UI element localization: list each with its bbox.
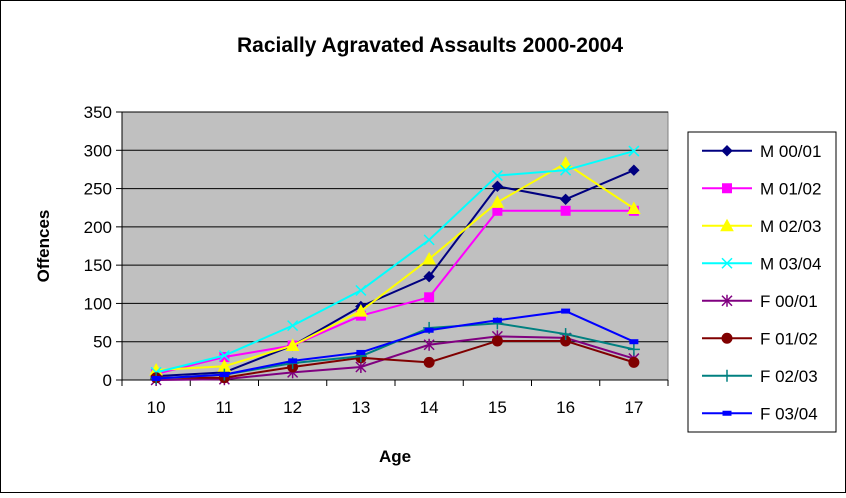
data-point bbox=[559, 328, 572, 341]
legend-item: M 02/03 bbox=[702, 217, 821, 236]
series-line bbox=[156, 335, 635, 381]
legend-box bbox=[687, 131, 837, 433]
data-point bbox=[354, 304, 368, 317]
chart-title: Racially Agravated Assaults 2000-2004 bbox=[237, 34, 623, 57]
data-point bbox=[151, 375, 161, 381]
data-point bbox=[422, 251, 436, 265]
data-point bbox=[424, 327, 434, 333]
data-point bbox=[561, 308, 571, 314]
data-point bbox=[491, 335, 503, 347]
x-tick-label: 16 bbox=[556, 398, 575, 417]
y-tick-label: 150 bbox=[84, 256, 112, 275]
plot-area bbox=[121, 111, 669, 381]
y-tick-label: 50 bbox=[93, 333, 112, 352]
data-point bbox=[423, 234, 435, 246]
legend-swatch-marker bbox=[722, 410, 732, 416]
legend-swatch-marker bbox=[722, 183, 732, 194]
y-tick-label: 100 bbox=[84, 294, 112, 313]
data-point bbox=[355, 284, 367, 296]
data-point bbox=[628, 145, 640, 157]
legend-item: M 00/01 bbox=[702, 142, 821, 161]
data-point bbox=[627, 201, 641, 214]
x-tick-label: 17 bbox=[624, 398, 643, 417]
data-point bbox=[629, 339, 639, 345]
x-axis-label: Age bbox=[379, 447, 411, 466]
legend-label: F 02/03 bbox=[760, 367, 818, 386]
series-line bbox=[156, 339, 635, 379]
data-point bbox=[628, 356, 640, 368]
x-tick-label: 12 bbox=[283, 398, 302, 417]
legend-swatch-marker bbox=[720, 218, 734, 232]
series-line bbox=[155, 209, 634, 375]
x-tick-label: 11 bbox=[216, 398, 234, 417]
y-axis-label: Offences bbox=[34, 210, 53, 283]
data-point bbox=[492, 317, 502, 323]
y-tick-label: 200 bbox=[84, 218, 112, 237]
legend-item: F 01/02 bbox=[702, 329, 818, 348]
series-group bbox=[149, 145, 641, 386]
legend-label: F 03/04 bbox=[760, 404, 818, 423]
legend-swatch-marker bbox=[721, 369, 733, 382]
data-point bbox=[559, 193, 572, 205]
legend-swatch-marker bbox=[721, 332, 733, 344]
series-line bbox=[156, 162, 635, 372]
data-point bbox=[628, 164, 640, 176]
legend-label: F 00/01 bbox=[760, 292, 818, 311]
legend-swatch-marker bbox=[721, 294, 733, 307]
legend-item: M 01/02 bbox=[702, 179, 821, 198]
data-point bbox=[490, 195, 505, 208]
legend-label: M 02/03 bbox=[760, 217, 821, 236]
data-point bbox=[627, 343, 640, 356]
x-tick-label: 15 bbox=[488, 398, 507, 417]
series-line bbox=[156, 169, 635, 378]
data-point bbox=[560, 164, 572, 176]
data-point bbox=[288, 358, 298, 364]
data-point bbox=[491, 170, 503, 182]
data-point bbox=[287, 320, 299, 332]
y-tick-label: 250 bbox=[84, 180, 112, 199]
legend-label: M 03/04 bbox=[760, 254, 821, 273]
data-point bbox=[491, 180, 504, 192]
legend-label: F 01/02 bbox=[760, 329, 818, 348]
x-tick-label: 13 bbox=[351, 398, 370, 417]
legend-swatch-marker bbox=[721, 145, 733, 157]
data-point bbox=[356, 349, 366, 355]
y-axis: 0 50 100 150 200 250 300 350 bbox=[84, 103, 123, 390]
series-line bbox=[156, 310, 635, 380]
y-tick-label: 350 bbox=[84, 103, 112, 122]
x-tick-label: 10 bbox=[147, 398, 166, 417]
x-tick-label: 14 bbox=[420, 398, 439, 417]
y-tick-label: 0 bbox=[103, 371, 112, 390]
data-point bbox=[423, 270, 435, 283]
y-tick-label: 300 bbox=[84, 141, 112, 160]
data-point bbox=[424, 292, 435, 303]
data-point bbox=[423, 338, 435, 351]
series-7 bbox=[151, 308, 639, 381]
series-line bbox=[155, 150, 635, 374]
data-point bbox=[560, 205, 571, 216]
legend-label: M 00/01 bbox=[760, 142, 821, 161]
legend-item: F 02/03 bbox=[702, 367, 818, 386]
data-point bbox=[285, 338, 300, 352]
legend-item: F 00/01 bbox=[702, 292, 818, 311]
legend-item: M 03/04 bbox=[702, 254, 821, 273]
data-point bbox=[218, 349, 230, 362]
data-point bbox=[219, 372, 229, 378]
data-point bbox=[558, 156, 573, 169]
legend-label: M 01/02 bbox=[760, 179, 821, 198]
legend-swatch-marker bbox=[721, 257, 733, 269]
legend-item: F 03/04 bbox=[702, 404, 818, 423]
legend: M 00/01 M 01/02 M 02/03 M 03/04 F 00/01 F 01/… bbox=[702, 142, 821, 423]
data-point bbox=[423, 356, 435, 368]
